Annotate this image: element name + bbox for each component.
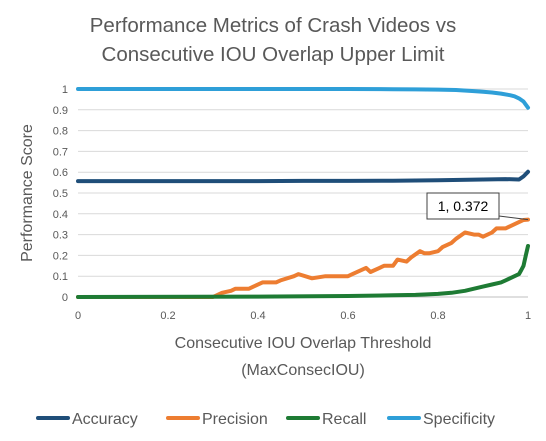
y-tick-label: 0.6 (53, 167, 68, 179)
legend: Accuracy Precision Recall Specificity (36, 411, 495, 428)
series-line-specificity (76, 87, 530, 110)
x-tick-label: 0.6 (340, 310, 355, 322)
chart-title-line-2: Consecutive IOU Overlap Upper Limit (102, 43, 445, 66)
x-tick-labels: 0 0.2 0.4 0.6 0.8 1 (75, 310, 531, 322)
y-tick-label: 0 (62, 292, 68, 304)
y-tick-label: 1 (62, 84, 68, 96)
legend-label-recall: Recall (322, 411, 366, 428)
y-tick-label: 0.9 (53, 105, 68, 117)
x-axis-label-line-1: Consecutive IOU Overlap Threshold (175, 335, 432, 352)
y-tick-labels: 0 0.1 0.2 0.3 0.4 0.5 0.6 0.7 0.8 0.9 1 (53, 84, 68, 304)
x-tick-label: 0.2 (160, 310, 175, 322)
x-axis-label-line-2: (MaxConsecIOU) (241, 362, 365, 379)
legend-label-precision: Precision (202, 411, 268, 428)
y-tick-label: 0.5 (53, 188, 68, 200)
y-tick-label: 0.1 (53, 271, 68, 283)
callout-leader (498, 215, 529, 221)
series-line-recall (76, 244, 530, 299)
x-tick-label: 0 (75, 310, 81, 322)
legend-label-specificity: Specificity (423, 411, 495, 428)
series-line-accuracy (76, 169, 530, 184)
y-axis-label: Performance Score (19, 124, 36, 262)
y-tick-label: 0.7 (53, 146, 68, 158)
x-tick-label: 1 (525, 310, 531, 322)
y-tick-label: 0.4 (53, 209, 68, 221)
chart-title-line-1: Performance Metrics of Crash Videos vs (90, 14, 456, 37)
callout-label: 1, 0.372 (438, 198, 489, 214)
series-line-precision (76, 217, 530, 299)
series-layer (76, 87, 530, 299)
y-tick-label: 0.2 (53, 250, 68, 262)
x-tick-label: 0.8 (430, 310, 445, 322)
legend-label-accuracy: Accuracy (72, 411, 138, 428)
y-tick-label: 0.3 (53, 230, 68, 242)
x-tick-label: 0.4 (250, 310, 265, 322)
y-tick-label: 0.8 (53, 126, 68, 138)
callout-box (426, 192, 500, 220)
data-callout: 1, 0.372 (426, 192, 529, 221)
